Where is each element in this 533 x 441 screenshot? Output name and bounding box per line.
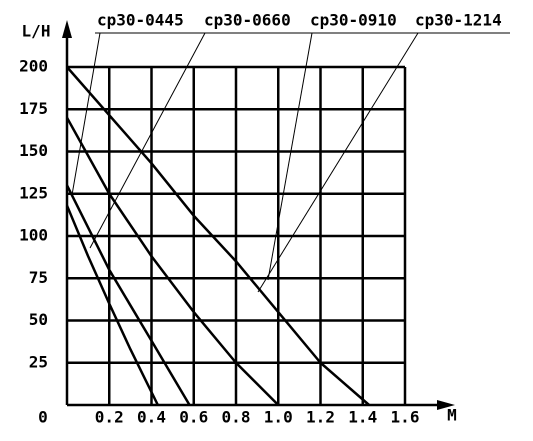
x-tick-label: 0.6	[179, 408, 208, 427]
y-tick-label: 150	[19, 141, 48, 160]
y-tick-label: 25	[29, 352, 48, 371]
y-tick-label: 75	[29, 268, 48, 287]
leader	[267, 32, 313, 281]
x-tick-label: 1.2	[306, 408, 335, 427]
y-tick-label: 0	[38, 408, 48, 427]
x-tick-label: 0.4	[137, 408, 166, 427]
y-axis-label: L/H	[22, 22, 51, 41]
y-tick-label: 125	[19, 183, 48, 202]
series-line	[65, 117, 280, 406]
y-tick-label: 175	[19, 99, 48, 118]
x-tick-label: 1.0	[264, 408, 293, 427]
x-tick-label: 0.2	[95, 408, 124, 427]
x-tick-label: 1.4	[348, 408, 377, 427]
legend-label: cp30-0910	[310, 11, 397, 30]
leader	[257, 32, 419, 293]
x-tick-label: 1.6	[391, 408, 420, 427]
y-arrow	[62, 20, 72, 38]
leader	[71, 32, 101, 196]
leaders	[71, 32, 419, 293]
axes	[65, 30, 445, 407]
x-axis-label: M	[447, 406, 457, 425]
y-tick-label: 200	[19, 57, 48, 76]
series-line	[65, 184, 191, 406]
series-line	[66, 66, 370, 406]
y-tick-label: 50	[29, 310, 48, 329]
legend-label: cp30-1214	[415, 11, 502, 30]
y-tick-label: 100	[19, 226, 48, 245]
x-arrow	[437, 400, 455, 410]
leader	[89, 32, 206, 249]
legend-label: cp30-0445	[97, 11, 184, 30]
series-line	[65, 205, 159, 406]
legend-label: cp30-0660	[204, 11, 291, 30]
x-tick-label: 0.8	[222, 408, 251, 427]
